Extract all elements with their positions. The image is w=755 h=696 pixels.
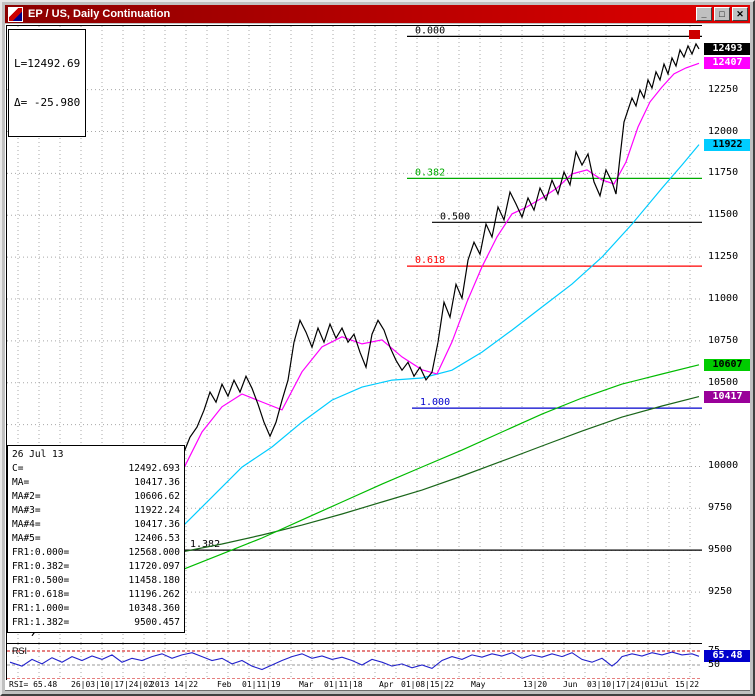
series-close [31,42,700,637]
price-badge-12493: 12493 [704,43,750,55]
price-tick-11250: 11250 [708,251,739,262]
window-title: EP / US, Daily Continuation [28,8,171,20]
data-window-row: FR1:0.618= 11196.262 [12,589,180,600]
date-label: 13|20 [523,680,548,689]
minimize-button[interactable]: _ [696,7,712,21]
data-window-row: FR1:0.000= 12568.000 [12,547,180,558]
date-label: Apr [379,680,394,689]
date-label: 03|10|17|24|01 [587,680,655,689]
rsi-badge: 65.48 [704,650,750,662]
date-label: 01|11|18 [324,680,363,689]
data-window[interactable]: 26 Jul 13 C= 12492.693 MA= 10417.36 MA#2= 106… [7,445,185,633]
fib-label: 1.000 [420,397,450,408]
chart-container: 0.000 0.382 0.500 0.618 1.000 1.382 L=12492.6… [5,24,750,691]
date-label: 01|11|19 [242,680,281,689]
fib-label: 0.382 [415,167,445,178]
price-tick-10000: 10000 [708,460,739,471]
series-ma5 [181,62,700,473]
price-tick-11500: 11500 [708,209,739,220]
price-tick-10500: 10500 [708,377,739,388]
data-window-date: 26 Jul 13 [12,449,64,460]
date-label: Mar [299,680,314,689]
date-label: Jun [563,680,578,689]
series-ma [181,396,700,553]
window-buttons: _ □ ✕ [694,7,748,21]
close-button[interactable]: ✕ [732,7,748,21]
title-bar[interactable]: EP / US, Daily Continuation _ □ ✕ [5,5,750,23]
rsi-tick-50: 50 [708,659,721,670]
quote-box: L=12492.69 Δ= -25.980 [8,29,87,137]
date-label: Feb [217,680,232,689]
data-window-row: FR1:0.500= 11458.180 [12,575,180,586]
data-window-rows: C= 12492.693 MA= 10417.36 MA#2= 10606.62 MA#3=… [12,462,180,630]
data-window-row: MA#4= 10417.36 [12,519,180,530]
rsi-readout: RSI= 65.48 [9,680,58,689]
price-tick-12250: 12250 [708,84,739,95]
data-window-row: C= 12492.693 [12,463,180,474]
data-window-row: MA#3= 11922.24 [12,505,180,516]
data-window-row: MA#5= 12406.53 [12,533,180,544]
date-label: 26|03|10|17|24|02 [71,680,153,689]
data-window-row: FR1:1.382= 9500.457 [12,617,180,628]
price-tick-12000: 12000 [708,126,739,137]
fib-label: 1.382 [190,539,220,550]
fib-label: 0.618 [415,255,445,266]
price-axis[interactable]: 12493 12407 12250 12000 11922 11750 11500 11250… [702,24,750,691]
app-icon[interactable] [8,6,23,22]
fib-label: 0.000 [415,26,445,36]
date-label: 2013 [150,680,170,689]
price-tick-9750: 9750 [708,502,733,513]
horizontal-scrollbar[interactable] [5,690,750,691]
price-badge-10607: 10607 [704,359,750,371]
price-tick-11750: 11750 [708,167,739,178]
price-tick-11000: 11000 [708,293,739,304]
data-window-row: FR1:1.000= 10348.360 [12,603,180,614]
rsi-pane[interactable] [6,643,703,680]
net-change: Δ= -25.980 [14,96,81,109]
data-window-row: MA#2= 10606.62 [12,491,180,502]
date-label: 01|08|15|22 [401,680,454,689]
price-tick-10750: 10750 [708,335,739,346]
last-price: L=12492.69 [14,57,81,70]
price-badge-11922: 11922 [704,139,750,151]
data-window-row: MA= 10417.36 [12,477,180,488]
maximize-button[interactable]: □ [714,7,730,21]
data-window-row: FR1:0.382= 11720.097 [12,561,180,572]
price-badge-10417: 10417 [704,391,750,403]
series-ma3 [181,144,700,528]
price-badge-12407: 12407 [704,57,750,69]
date-label: Jul [654,680,669,689]
fib-label: 0.500 [440,211,470,222]
price-tick-9250: 9250 [708,586,733,597]
date-axis[interactable]: RSI= 65.48 26|03|10|17|24|02 2013 14|22 Feb… [7,679,702,690]
red-marker-icon [689,30,700,39]
rsi-line [9,651,700,671]
date-label: 14|22 [174,680,199,689]
rsi-label: RSI [12,646,28,656]
series-ma2 [181,364,700,571]
date-label: 15|22 [675,680,700,689]
price-tick-9500: 9500 [708,544,733,555]
date-label: May [471,680,486,689]
